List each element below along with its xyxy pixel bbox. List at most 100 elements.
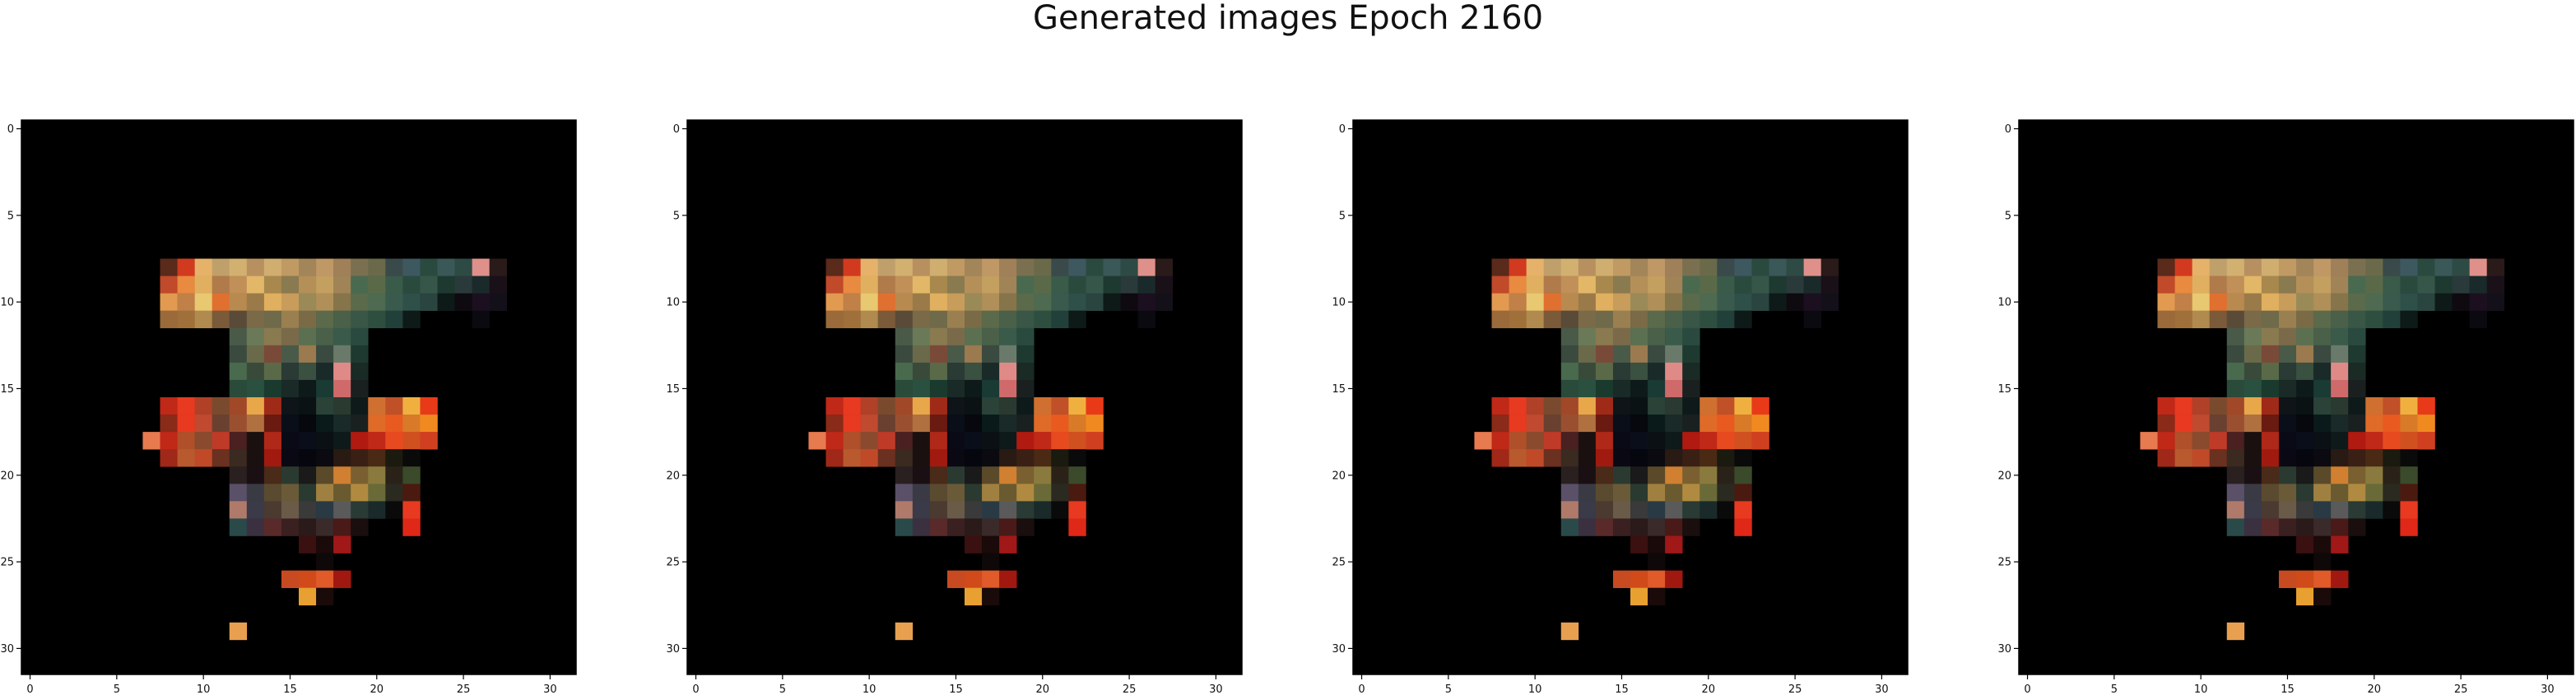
image-pixel [212, 310, 230, 329]
image-pixel [281, 449, 300, 467]
x-tick-label: 5 [2111, 683, 2118, 695]
image-pixel [2400, 397, 2418, 415]
image-pixel [2365, 397, 2383, 415]
image-pixel [2313, 415, 2332, 433]
x-tick-label: 20 [1702, 683, 1716, 695]
image-pixel [860, 310, 878, 329]
image-pixel [860, 258, 878, 276]
image-pixel [965, 276, 983, 294]
image-pixel [999, 258, 1017, 276]
image-pixel [316, 258, 334, 276]
image-pixel [1051, 276, 1069, 294]
image-pixel [1543, 258, 1562, 276]
image-pixel [1648, 501, 1666, 519]
image-pixel [2313, 345, 2332, 364]
image-pixel [1682, 466, 1700, 484]
image-pixel [2209, 449, 2228, 467]
image-panel-4: 0 5 10 15 20 25 30 0 5 10 15 20 25 30 [1997, 0, 2576, 695]
image-pixel [1016, 501, 1035, 519]
image-pixel [965, 397, 983, 415]
image-pixel [1578, 484, 1597, 502]
image-pixel [2400, 258, 2418, 276]
image-pixel [929, 466, 948, 484]
image-pixel [982, 484, 1000, 502]
image-pixel [2383, 397, 2401, 415]
image-pixel [1630, 432, 1648, 450]
image-pixel [982, 379, 1000, 398]
image-pixel [437, 276, 455, 294]
image-pixel [1103, 276, 1121, 294]
image-pixel [263, 501, 282, 519]
image-pixel [946, 501, 965, 519]
image-pixel [351, 466, 369, 484]
image-pixel [1682, 362, 1700, 381]
image-pixel [999, 518, 1017, 536]
image-pixel [368, 415, 386, 433]
image-pixel [1034, 501, 1052, 519]
image-pixel [2434, 258, 2453, 276]
image-pixel [472, 293, 490, 311]
image-pixel [1630, 379, 1648, 398]
image-pixel [1120, 276, 1138, 294]
image-pixel [946, 570, 965, 588]
image-pixel [895, 501, 914, 519]
x-tick-label: 10 [2194, 683, 2208, 695]
image-pixel [1630, 484, 1648, 502]
image-pixel [2434, 276, 2453, 294]
image-pixel [1086, 258, 1104, 276]
image-pixel [1491, 258, 1509, 276]
image-pixel [843, 449, 861, 467]
image-pixel [1543, 415, 1562, 433]
y-tick-label: 30 [0, 643, 14, 656]
image-panel-1: 0 5 10 15 20 25 30 0 5 10 15 20 25 30 [0, 0, 579, 695]
image-pixel [402, 397, 421, 415]
image-pixel [912, 276, 931, 294]
y-tick-label: 15 [1997, 383, 2011, 396]
image-pixel [982, 293, 1000, 311]
image-pixel [263, 518, 282, 536]
image-pixel [1630, 293, 1648, 311]
y-tick-label: 10 [666, 297, 680, 309]
image-pixel [999, 276, 1017, 294]
image-pixel [1612, 276, 1631, 294]
image-pixel [912, 501, 931, 519]
image-pixel [2261, 327, 2280, 346]
image-pixel [965, 570, 983, 588]
image-pixel [1665, 518, 1683, 536]
image-pixel [2261, 415, 2280, 433]
image-pixel [2261, 310, 2280, 329]
image-pixel [2348, 449, 2366, 467]
image-pixel [2296, 587, 2314, 606]
image-pixel [1068, 449, 1086, 467]
image-pixel [2400, 310, 2418, 329]
image-pixel [965, 345, 983, 364]
image-pixel [385, 276, 403, 294]
image-pixel [1612, 484, 1631, 502]
image-pixel [420, 276, 438, 294]
image-pixel [333, 484, 351, 502]
image-pixel [1700, 415, 1718, 433]
image-pixel [860, 449, 878, 467]
image-pixel [1526, 310, 1544, 329]
image-pixel [1016, 449, 1035, 467]
x-tick-label: 15 [1615, 683, 1629, 695]
image-pixel [2244, 397, 2262, 415]
image-pixel [2244, 466, 2262, 484]
image-pixel [281, 484, 300, 502]
image-pixel [929, 379, 948, 398]
image-pixel [2348, 276, 2366, 294]
image-pixel [2244, 258, 2262, 276]
image-pixel [1717, 310, 1735, 329]
image-pixel [2209, 310, 2228, 329]
image-pixel [2400, 432, 2418, 450]
image-pixel [316, 432, 334, 450]
image-pixel [229, 518, 248, 536]
image-pixel [1051, 484, 1069, 502]
image-pixel [402, 415, 421, 433]
image-pixel [1578, 276, 1597, 294]
image-pixel [2244, 310, 2262, 329]
image-pixel [1543, 310, 1562, 329]
image-pixel [299, 327, 317, 346]
image-pixel [1803, 276, 1821, 294]
image-pixel [1665, 466, 1683, 484]
